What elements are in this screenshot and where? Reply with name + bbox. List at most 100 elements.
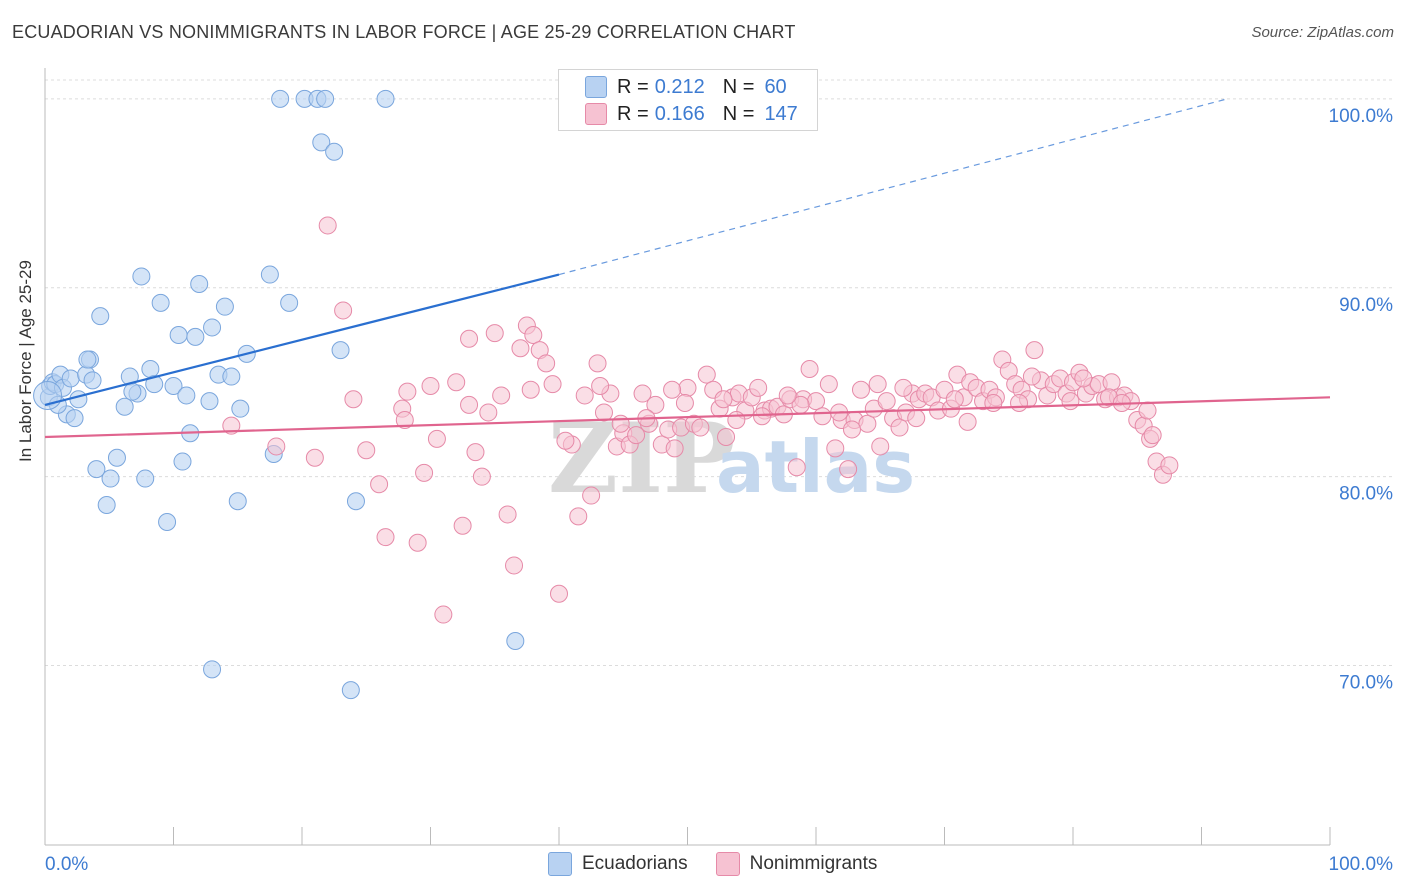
data-point-nonimmigrants [222,416,241,435]
data-point-nonimmigrants [550,584,568,603]
data-point-nonimmigrants [434,605,453,624]
chart-title: ECUADORIAN VS NONIMMIGRANTS IN LABOR FOR… [12,22,796,42]
trend-line-ecuadorians [44,273,560,406]
data-point-nonimmigrants [842,420,861,439]
data-point-ecuadorians [203,318,222,337]
data-point-nonimmigrants [663,380,682,399]
data-point-ecuadorians [69,390,88,409]
data-point-nonimmigrants [594,403,613,422]
data-point-nonimmigrants [537,354,556,373]
data-point-nonimmigrants [492,386,511,405]
data-point-nonimmigrants [1061,392,1080,411]
data-point-ecuadorians [141,360,160,378]
data-point-nonimmigrants [691,418,710,437]
data-point-nonimmigrants [826,439,845,458]
data-point-ecuadorians [177,386,196,405]
data-point-nonimmigrants [800,360,819,378]
ecuadorians-swatch [548,852,572,876]
data-point-nonimmigrants [627,426,646,445]
data-point-nonimmigrants [485,324,504,343]
x-tick-label: 0.0% [45,854,88,875]
data-point-ecuadorians [123,382,142,401]
data-point-nonimmigrants [466,443,485,462]
data-point-nonimmigrants [421,377,440,395]
data-point-nonimmigrants [398,382,417,401]
n-value: 147 [764,102,798,125]
data-point-ecuadorians [341,681,360,700]
data-point-nonimmigrants [753,407,772,426]
data-point-ecuadorians [222,367,241,386]
data-point-nonimmigrants [1160,456,1179,475]
data-point-nonimmigrants [894,378,913,397]
data-point-nonimmigrants [907,409,926,428]
data-point-nonimmigrants [357,441,376,460]
data-point-nonimmigrants [778,386,797,405]
data-point-nonimmigrants [505,556,524,575]
trend-line-nonimmigrants [44,396,1331,439]
legend-item-nonimmigrants[interactable]: Nonimmigrants [715,852,877,876]
data-point-nonimmigrants [556,431,575,450]
data-point-ecuadorians [97,496,116,514]
data-point-nonimmigrants [334,301,353,320]
y-tick-label: 100.0% [1329,106,1394,127]
data-point-ecuadorians [506,632,525,650]
data-point-ecuadorians [186,327,205,346]
y-tick-label: 80.0% [1339,484,1393,505]
data-point-ecuadorians [316,89,335,108]
data-point-nonimmigrants [858,414,877,433]
r-value: 0.166 [654,102,705,125]
data-point-ecuadorians [280,293,299,312]
legend-item-ecuadorians[interactable]: Ecuadorians [548,852,688,876]
data-point-nonimmigrants [611,414,630,433]
data-point-ecuadorians [136,469,155,488]
data-point-nonimmigrants [851,380,870,399]
legend-label: Ecuadorians [582,853,688,874]
watermark-atlas: atlas [716,425,915,509]
data-point-ecuadorians [203,660,222,679]
data-point-nonimmigrants [646,395,665,414]
data-point-ecuadorians [190,275,209,293]
y-tick-label: 90.0% [1339,295,1393,316]
ecuadorians-swatch [585,76,607,98]
data-point-nonimmigrants [1010,394,1029,412]
data-point-nonimmigrants [408,533,427,552]
data-point-nonimmigrants [575,386,594,405]
data-point-ecuadorians [215,297,234,316]
data-point-nonimmigrants [370,475,389,494]
data-point-ecuadorians [312,133,331,152]
data-point-nonimmigrants [787,458,806,477]
data-point-nonimmigrants [1143,426,1162,445]
data-point-nonimmigrants [678,378,697,397]
data-point-ecuadorians [87,460,106,479]
series-legend: Ecuadorians Nonimmigrants [548,852,905,876]
data-point-nonimmigrants [376,528,395,547]
data-point-ecuadorians [228,492,247,511]
data-point-nonimmigrants [427,429,446,448]
data-point-nonimmigrants [633,384,652,403]
data-point-nonimmigrants [958,412,977,431]
data-point-nonimmigrants [511,339,530,358]
data-point-nonimmigrants [1074,369,1093,388]
data-point-nonimmigrants [665,439,684,458]
data-point-nonimmigrants [415,463,434,482]
data-point-nonimmigrants [318,216,337,235]
data-point-ecuadorians [169,326,188,344]
data-point-ecuadorians [151,293,170,312]
data-point-ecuadorians [325,142,344,161]
data-point-ecuadorians [260,265,279,284]
data-point-nonimmigrants [521,380,540,399]
nonimmigrants-swatch [585,103,607,125]
data-point-ecuadorians [61,369,80,388]
data-point-nonimmigrants [588,354,607,373]
data-point-nonimmigrants [460,395,479,414]
data-point-nonimmigrants [807,392,825,411]
data-point-nonimmigrants [877,392,896,411]
data-point-nonimmigrants [344,390,363,409]
data-point-nonimmigrants [819,375,838,394]
data-point-nonimmigrants [524,326,543,344]
data-point-nonimmigrants [591,377,610,395]
data-point-nonimmigrants [890,418,909,437]
data-point-nonimmigrants [813,407,832,426]
data-point-ecuadorians [91,307,110,326]
data-point-ecuadorians [83,371,102,390]
